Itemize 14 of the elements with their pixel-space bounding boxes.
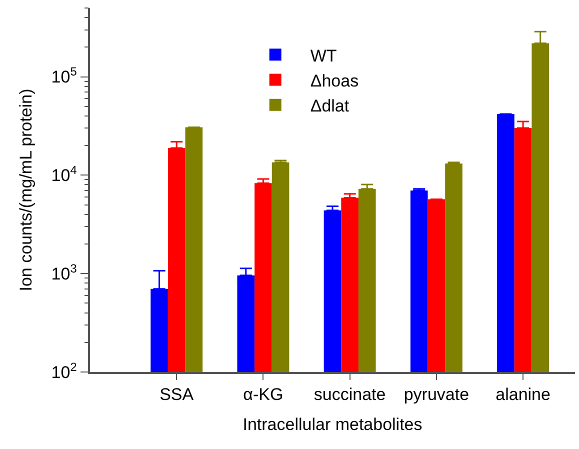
y-axis-title: Ion counts/(mg/mL protein) (16, 88, 36, 292)
x-tick-label: succinate (314, 385, 386, 404)
y-tick-label: 10$^{2}$ (51, 360, 78, 382)
legend-label: Δdlat (310, 96, 350, 116)
y-tick-label: 10$^{3}$ (51, 261, 78, 284)
y-tick-label: 10$^{4}$ (51, 163, 78, 186)
y-tick-label: 10$^{5}$ (51, 64, 78, 87)
x-tick-label: α-KG (243, 385, 284, 404)
x-tick-label: pyruvate (404, 385, 470, 404)
x-tick-label: alanine (496, 385, 550, 404)
legend-label: WT (310, 46, 337, 66)
x-axis-title: Intracellular metabolites (242, 415, 422, 434)
legend-label: Δhoas (310, 71, 359, 90)
x-tick-label: SSA (160, 385, 194, 404)
